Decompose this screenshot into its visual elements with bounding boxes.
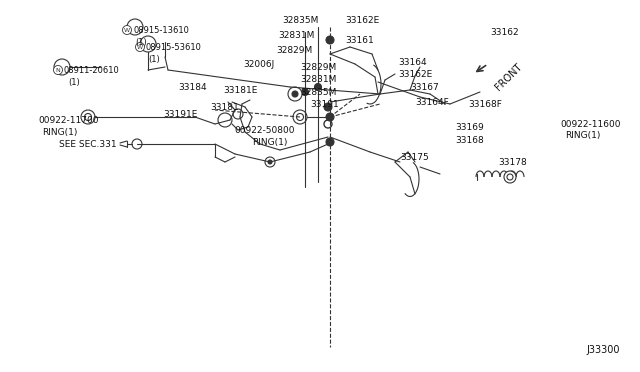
Circle shape [504, 171, 516, 183]
Circle shape [326, 36, 334, 44]
Text: 33168F: 33168F [468, 99, 502, 109]
Text: 33164F: 33164F [415, 97, 449, 106]
Text: RING(1): RING(1) [565, 131, 600, 140]
Text: 32831M: 32831M [278, 31, 314, 39]
Text: 33168: 33168 [455, 135, 484, 144]
Text: J33300: J33300 [586, 345, 620, 355]
Circle shape [293, 110, 307, 124]
Text: FRONT: FRONT [493, 62, 524, 92]
Circle shape [233, 109, 243, 119]
Circle shape [81, 110, 95, 124]
Text: 33162: 33162 [490, 28, 518, 36]
Circle shape [301, 89, 308, 96]
Text: (1): (1) [135, 38, 147, 46]
Text: 00922-11700: 00922-11700 [38, 115, 99, 125]
Text: N: N [56, 67, 60, 73]
Circle shape [507, 174, 513, 180]
Circle shape [54, 59, 70, 75]
Text: 33191: 33191 [310, 99, 339, 109]
Text: 33191E: 33191E [163, 109, 197, 119]
Text: 32835M: 32835M [300, 87, 337, 96]
Text: SEE SEC.331: SEE SEC.331 [59, 140, 117, 148]
Text: (1): (1) [68, 77, 80, 87]
Circle shape [292, 91, 298, 97]
Circle shape [132, 139, 142, 149]
Text: 32831M: 32831M [300, 74, 337, 83]
Text: W: W [137, 45, 143, 49]
Text: 33161: 33161 [345, 35, 374, 45]
Text: 33162E: 33162E [345, 16, 380, 25]
Text: 33162E: 33162E [398, 70, 432, 78]
Text: 32835M: 32835M [282, 16, 318, 25]
Text: RING(1): RING(1) [42, 128, 77, 137]
Text: W: W [124, 28, 130, 32]
Circle shape [288, 87, 302, 101]
Circle shape [84, 113, 92, 121]
Text: (1): (1) [148, 55, 160, 64]
Circle shape [296, 113, 303, 121]
Text: 33181E: 33181E [223, 86, 257, 94]
Text: 33175: 33175 [400, 153, 429, 161]
Text: RING(1): RING(1) [252, 138, 288, 147]
Text: 08911-20610: 08911-20610 [64, 65, 120, 74]
Text: 32829M: 32829M [300, 62, 336, 71]
Text: 00922-11600: 00922-11600 [560, 119, 621, 128]
Text: 00922-50800: 00922-50800 [235, 125, 295, 135]
Circle shape [326, 113, 334, 121]
Text: 32829M: 32829M [276, 45, 312, 55]
Text: 08915-13610: 08915-13610 [133, 26, 189, 35]
Circle shape [324, 120, 332, 128]
Text: 33184: 33184 [178, 83, 207, 92]
Circle shape [127, 19, 143, 35]
Circle shape [324, 103, 332, 111]
Text: 33181: 33181 [210, 103, 239, 112]
Circle shape [314, 83, 321, 90]
Text: 08915-53610: 08915-53610 [146, 42, 202, 51]
Circle shape [140, 36, 156, 52]
Text: 32006J: 32006J [243, 60, 275, 68]
Text: 33178: 33178 [498, 157, 527, 167]
Circle shape [136, 42, 145, 51]
Text: 33167: 33167 [410, 83, 439, 92]
Circle shape [265, 157, 275, 167]
Circle shape [326, 138, 334, 146]
Circle shape [268, 160, 272, 164]
Text: 33169: 33169 [455, 122, 484, 131]
Circle shape [122, 26, 131, 35]
Circle shape [54, 65, 63, 74]
Circle shape [218, 113, 232, 127]
Text: 33164: 33164 [398, 58, 427, 67]
